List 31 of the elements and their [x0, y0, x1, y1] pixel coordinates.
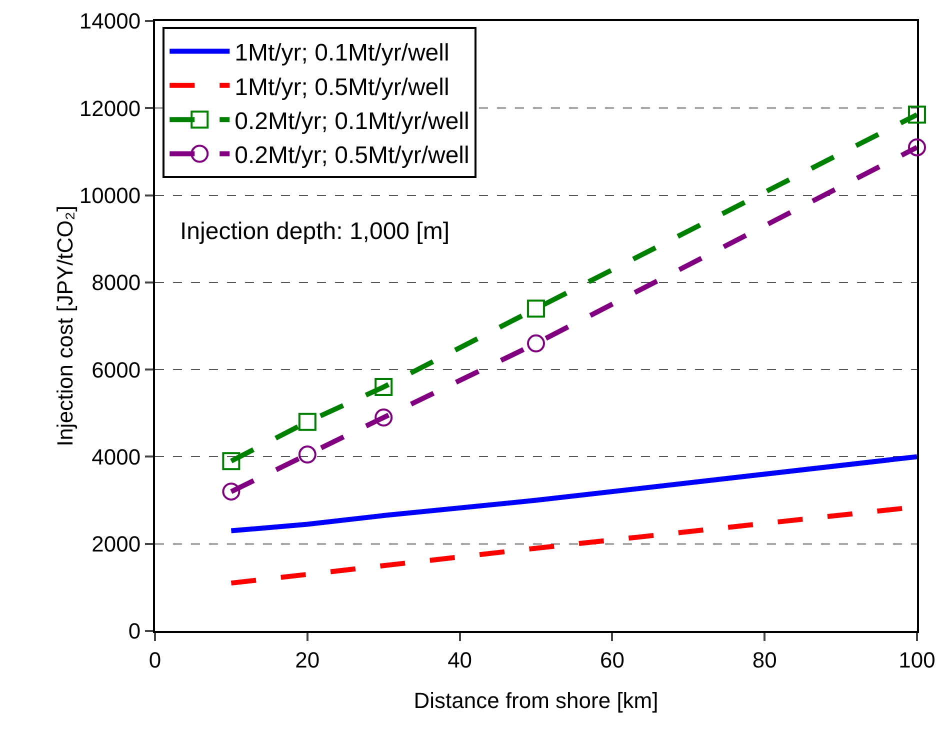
- legend-label: 0.2Mt/yr; 0.1Mt/yr/well: [234, 108, 470, 135]
- x-tick-label: 40: [448, 647, 472, 672]
- y-tick-label: 0: [128, 618, 141, 644]
- y-tick-label: 14000: [79, 8, 141, 34]
- point: [298, 412, 316, 431]
- x-tick-label: 80: [752, 647, 777, 672]
- y-tick-label: 8000: [92, 270, 141, 296]
- point: [908, 138, 926, 156]
- point: [298, 446, 316, 464]
- legend-label: 0.2Mt/yr; 0.5Mt/yr/well: [234, 142, 470, 170]
- point: [908, 106, 926, 124]
- y-tick-label: 10000: [79, 182, 141, 208]
- x-tick-label: 100: [898, 647, 936, 672]
- annotation: Injection depth: 1,000 [m]: [180, 218, 450, 245]
- point: [222, 482, 240, 501]
- x-axis-title: Distance from shore [km]: [414, 688, 658, 713]
- point: [374, 378, 393, 396]
- legend-label: 1Mt/yr; 0.5Mt/yr/well: [234, 74, 450, 101]
- x-tick-label: 0: [148, 647, 162, 672]
- y-tick-label: 2000: [92, 532, 141, 557]
- point: [222, 452, 240, 470]
- point: [374, 408, 393, 426]
- legend-label: 1Mt/yr; 0.1Mt/yr/well: [234, 40, 450, 67]
- point: [527, 334, 545, 352]
- y-tick-label: 6000: [92, 357, 141, 382]
- y-tick-label: 4000: [92, 444, 141, 470]
- x-tick-label: 60: [600, 647, 624, 672]
- x-tick-label: 20: [295, 647, 320, 672]
- y-axis-title: Injection cost [JPY/tCO₂]: [52, 206, 78, 446]
- point: [527, 300, 545, 318]
- y-tick-label: 12000: [79, 96, 141, 121]
